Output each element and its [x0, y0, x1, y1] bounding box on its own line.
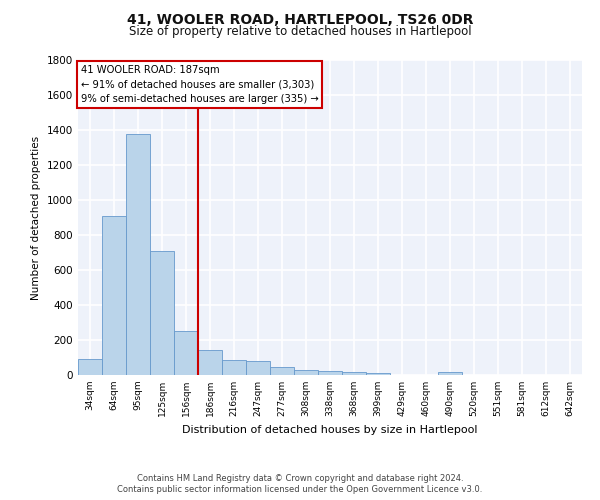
Bar: [318, 370, 342, 375]
Bar: [366, 373, 390, 375]
X-axis label: Distribution of detached houses by size in Hartlepool: Distribution of detached houses by size …: [182, 424, 478, 434]
Text: Contains HM Land Registry data © Crown copyright and database right 2024.
Contai: Contains HM Land Registry data © Crown c…: [118, 474, 482, 494]
Bar: [294, 370, 318, 375]
Text: Size of property relative to detached houses in Hartlepool: Size of property relative to detached ho…: [128, 25, 472, 38]
Bar: [102, 216, 126, 375]
Bar: [126, 134, 150, 375]
Text: 41 WOOLER ROAD: 187sqm
← 91% of detached houses are smaller (3,303)
9% of semi-d: 41 WOOLER ROAD: 187sqm ← 91% of detached…: [80, 64, 318, 104]
Y-axis label: Number of detached properties: Number of detached properties: [31, 136, 41, 300]
Bar: [246, 361, 270, 375]
Bar: [270, 367, 294, 375]
Bar: [150, 251, 174, 375]
Bar: [342, 372, 366, 375]
Text: 41, WOOLER ROAD, HARTLEPOOL, TS26 0DR: 41, WOOLER ROAD, HARTLEPOOL, TS26 0DR: [127, 12, 473, 26]
Bar: [438, 372, 462, 375]
Bar: [198, 350, 222, 375]
Bar: [174, 331, 198, 375]
Bar: [222, 360, 246, 375]
Bar: [78, 359, 102, 375]
